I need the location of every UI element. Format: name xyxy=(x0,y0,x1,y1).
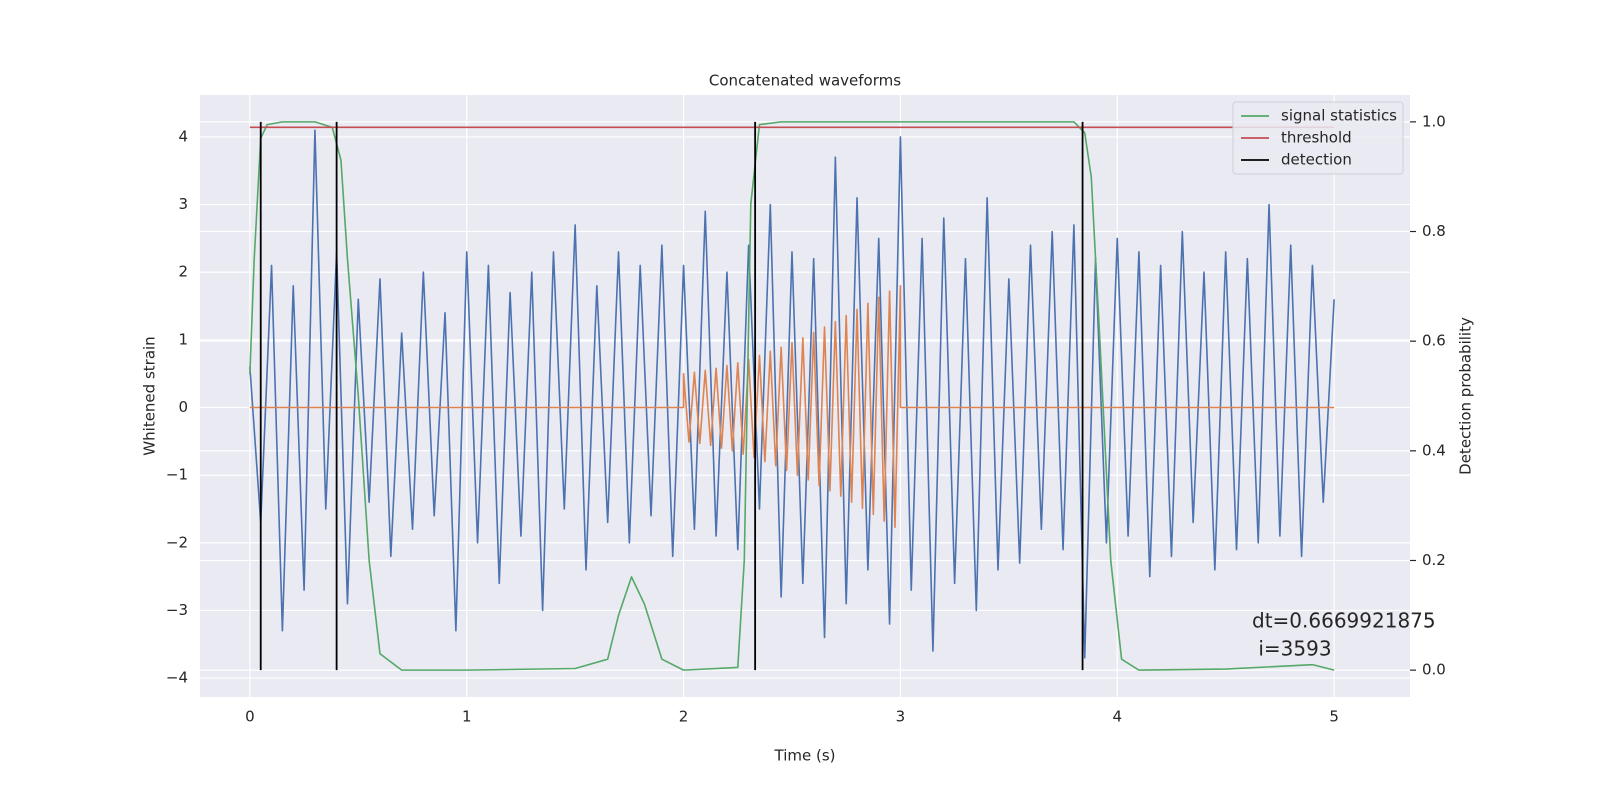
y-tick-label: −1 xyxy=(166,466,188,484)
y2-tick-label: 1.0 xyxy=(1422,112,1446,130)
legend-box xyxy=(1232,101,1404,175)
series-line xyxy=(249,129,1335,659)
y-tick-label: −2 xyxy=(166,533,188,551)
y-tick-label: 1 xyxy=(178,330,188,348)
annotation: i=3593 xyxy=(1252,637,1332,661)
plot-marks xyxy=(249,121,1335,671)
series-line xyxy=(249,284,1335,529)
y-tick-label: −3 xyxy=(166,601,188,619)
legend-label: threshold xyxy=(1281,129,1352,147)
x-tick-label: 1 xyxy=(462,708,472,726)
y-tick-label: 2 xyxy=(178,263,188,281)
annotation: dt=0.6669921875 xyxy=(1252,609,1436,633)
x-axis-label: Time (s) xyxy=(774,747,836,765)
chart-title: Concatenated waveforms xyxy=(709,72,901,90)
y-axis-label: Whitened strain xyxy=(141,336,159,455)
x-tick-label: 5 xyxy=(1329,708,1339,726)
y2-axis-label: Detection probability xyxy=(1457,317,1475,475)
x-tick-label: 4 xyxy=(1112,708,1122,726)
y-tick-label: −4 xyxy=(166,669,188,687)
y-tick-label: 3 xyxy=(178,195,188,213)
y2-tick-label: 0.4 xyxy=(1422,441,1446,459)
y2-tick-label: 0.0 xyxy=(1422,661,1446,679)
legend-label: detection xyxy=(1281,151,1352,169)
x-tick-label: 2 xyxy=(679,708,689,726)
x-tick-label: 3 xyxy=(896,708,906,726)
y2-tick-label: 0.2 xyxy=(1422,551,1446,569)
y-tick-label: 0 xyxy=(178,398,188,416)
y2-tick-label: 0.6 xyxy=(1422,332,1446,350)
legend-label: signal statistics xyxy=(1281,107,1397,125)
y2-tick-label: 0.8 xyxy=(1422,222,1446,240)
y-tick-label: 4 xyxy=(178,127,188,145)
x-tick-label: 0 xyxy=(245,708,255,726)
